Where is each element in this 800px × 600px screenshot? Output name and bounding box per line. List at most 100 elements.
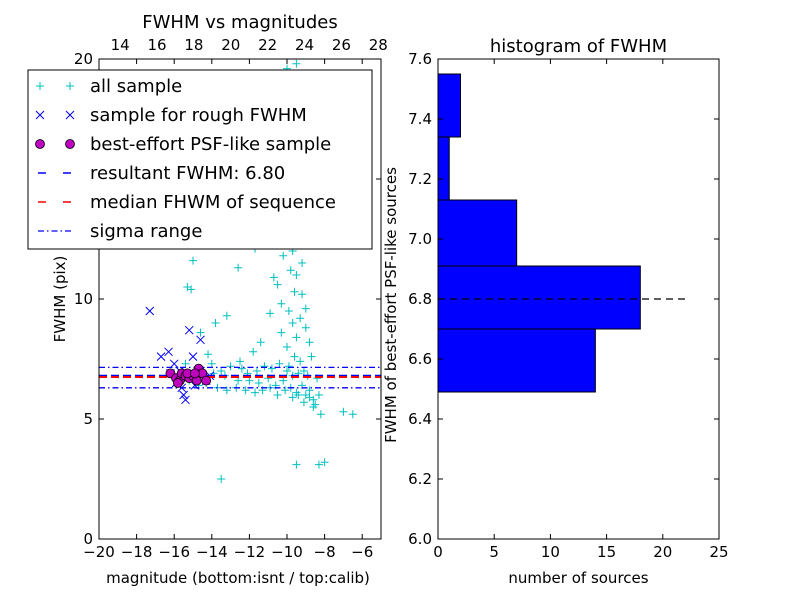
y-tick-label: 7.6 xyxy=(408,50,432,68)
all-sample-point xyxy=(348,410,357,419)
all-sample-point xyxy=(222,386,231,395)
rough-sample-point xyxy=(156,352,166,361)
all-sample-point xyxy=(288,393,297,402)
rough-sample-point xyxy=(196,335,205,345)
legend-marker-circle xyxy=(35,139,45,149)
legend: all sample sample for rough FWHM best-effo… xyxy=(27,69,373,250)
chart-title: histogram of FWHM xyxy=(490,36,667,57)
legend-item: best-effort PSF-like sample xyxy=(35,134,331,155)
all-sample-point xyxy=(254,379,263,387)
all-sample-point xyxy=(187,285,196,294)
x-tick-label: −6 xyxy=(351,543,373,561)
y-tick-label: 5 xyxy=(83,410,93,428)
all-sample-point xyxy=(256,338,265,347)
legend-box xyxy=(27,69,373,250)
x-axis-label: magnitude (bottom:isnt / top:calib) xyxy=(106,569,370,587)
all-sample-point xyxy=(339,407,348,416)
legend-label: median FHWM of sequence xyxy=(90,192,336,213)
all-sample-point xyxy=(241,386,250,395)
all-sample-point xyxy=(196,328,205,337)
legend-marker-plus xyxy=(66,82,74,90)
all-sample-point xyxy=(299,367,308,375)
all-sample-point xyxy=(284,307,293,315)
x-tick-label: −20 xyxy=(83,543,115,561)
all-sample-point xyxy=(305,338,314,347)
legend-marker-circle xyxy=(65,139,75,149)
all-sample-point xyxy=(314,460,323,469)
x-axis-label: number of sources xyxy=(508,569,648,587)
scatter-plot-fwhm-vs-magnitude: −20 −18 −16 −14 −12 −10 −8 −6 14 16 18 20 22 24 26 28 0 5… xyxy=(27,12,388,587)
y-tick-label: 7.4 xyxy=(408,110,432,128)
all-sample-point xyxy=(273,391,282,399)
all-sample-point xyxy=(292,333,301,342)
all-sample-point xyxy=(283,367,291,375)
all-sample-point xyxy=(298,290,307,299)
all-sample-point xyxy=(284,362,293,371)
rough-sample-point xyxy=(169,359,179,369)
all-sample-point xyxy=(292,59,301,68)
x-tick-label: −10 xyxy=(271,543,303,561)
psf-sample-point xyxy=(173,378,183,388)
all-sample-point xyxy=(207,359,216,368)
y-tick-label: 0 xyxy=(83,530,93,548)
rough-sample-point xyxy=(181,395,190,405)
histogram-bar xyxy=(437,328,596,393)
x-tick-label: 10 xyxy=(541,543,560,561)
rough-sample-point xyxy=(179,390,188,400)
legend-label: resultant FWHM: 6.80 xyxy=(90,163,285,184)
top-x-tick-label: 26 xyxy=(332,36,351,54)
y-tick-label: 20 xyxy=(74,50,93,68)
rough-sample-point xyxy=(188,352,198,361)
all-sample-point xyxy=(234,263,243,272)
all-sample-point xyxy=(283,343,291,351)
all-sample-point xyxy=(204,350,213,359)
rough-sample-point xyxy=(184,325,194,335)
histogram-bar xyxy=(437,136,450,201)
all-sample-point xyxy=(286,266,295,275)
all-sample-point xyxy=(292,271,301,279)
all-sample-point xyxy=(181,359,190,368)
legend-marker-x xyxy=(35,110,45,120)
all-sample-point xyxy=(316,410,325,419)
all-sample-point xyxy=(290,352,299,361)
x-tick-label: −12 xyxy=(234,543,266,561)
top-x-tick-label: 20 xyxy=(221,36,240,54)
x-tick-label: 25 xyxy=(709,543,728,561)
y-tick-label: 6.8 xyxy=(408,290,432,308)
all-sample-point xyxy=(314,391,323,399)
all-sample-point xyxy=(260,362,269,371)
all-sample-point xyxy=(301,323,310,332)
top-x-tick-label: 14 xyxy=(111,36,130,54)
all-sample-point xyxy=(294,391,303,399)
legend-marker-plus xyxy=(36,82,44,90)
x-tick-label: −8 xyxy=(314,543,336,561)
y-tick-label: 6.0 xyxy=(408,530,432,548)
all-sample-point xyxy=(267,364,276,373)
psf-sample-point xyxy=(201,375,212,386)
histogram-bar xyxy=(437,73,461,138)
all-sample-point xyxy=(266,309,275,318)
x-tick-label: −18 xyxy=(121,543,153,561)
all-sample-point xyxy=(217,475,226,483)
histogram-of-fwhm: 0 5 10 15 20 25 6.0 6.2 6.4 6.6 6.8 7.0 7.2 7.4 7.6 his… xyxy=(382,36,729,587)
x-tick-label: −16 xyxy=(158,543,190,561)
all-sample-point xyxy=(309,403,318,411)
all-sample-point xyxy=(273,280,282,289)
x-tick-label: 20 xyxy=(653,543,672,561)
all-sample-point xyxy=(249,347,258,356)
y-tick-label: 6.4 xyxy=(408,410,432,428)
rough-sample-point xyxy=(145,306,155,316)
all-sample-point xyxy=(281,386,290,395)
all-sample-point xyxy=(222,311,231,320)
all-sample-point xyxy=(217,367,226,375)
legend-item: all sample xyxy=(36,76,182,97)
all-sample-point xyxy=(288,319,297,327)
all-sample-point xyxy=(251,388,260,397)
legend-item: median FHWM of sequence xyxy=(38,192,336,213)
all-sample-point xyxy=(292,460,301,469)
all-sample-point xyxy=(211,319,220,327)
all-sample-point xyxy=(226,362,235,371)
y-tick-label: 7.0 xyxy=(408,230,432,248)
all-sample-point xyxy=(189,256,197,265)
